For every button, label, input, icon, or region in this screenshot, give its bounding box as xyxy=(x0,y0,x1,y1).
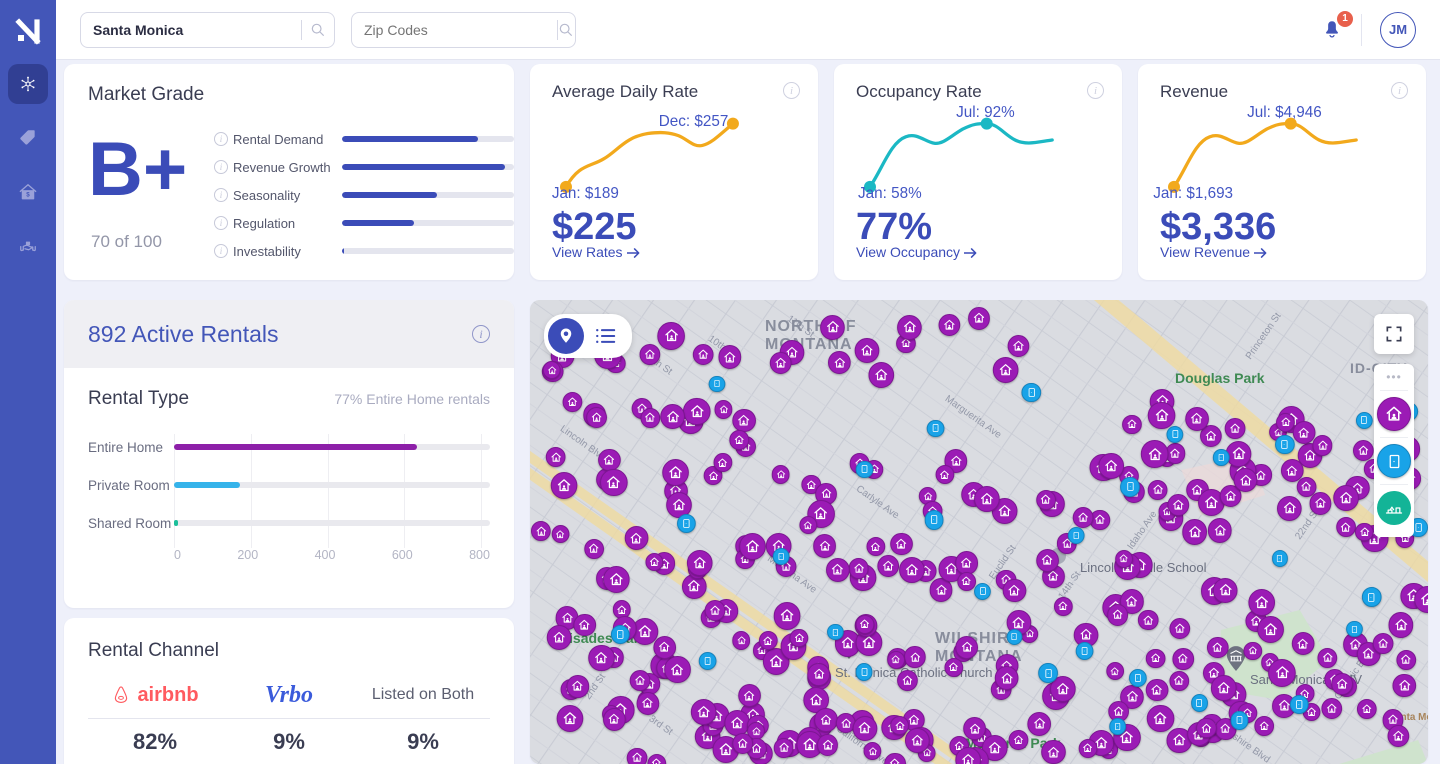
svg-text:$: $ xyxy=(26,191,30,198)
svg-text:Jan: 58%: Jan: 58% xyxy=(858,185,922,202)
svg-text:Jan: $1,693: Jan: $1,693 xyxy=(1153,185,1233,202)
svg-text:Jan: $189: Jan: $189 xyxy=(552,185,619,202)
svg-text:Jul: $4,946: Jul: $4,946 xyxy=(1247,104,1322,121)
svg-text:Dec: $257: Dec: $257 xyxy=(659,113,729,130)
